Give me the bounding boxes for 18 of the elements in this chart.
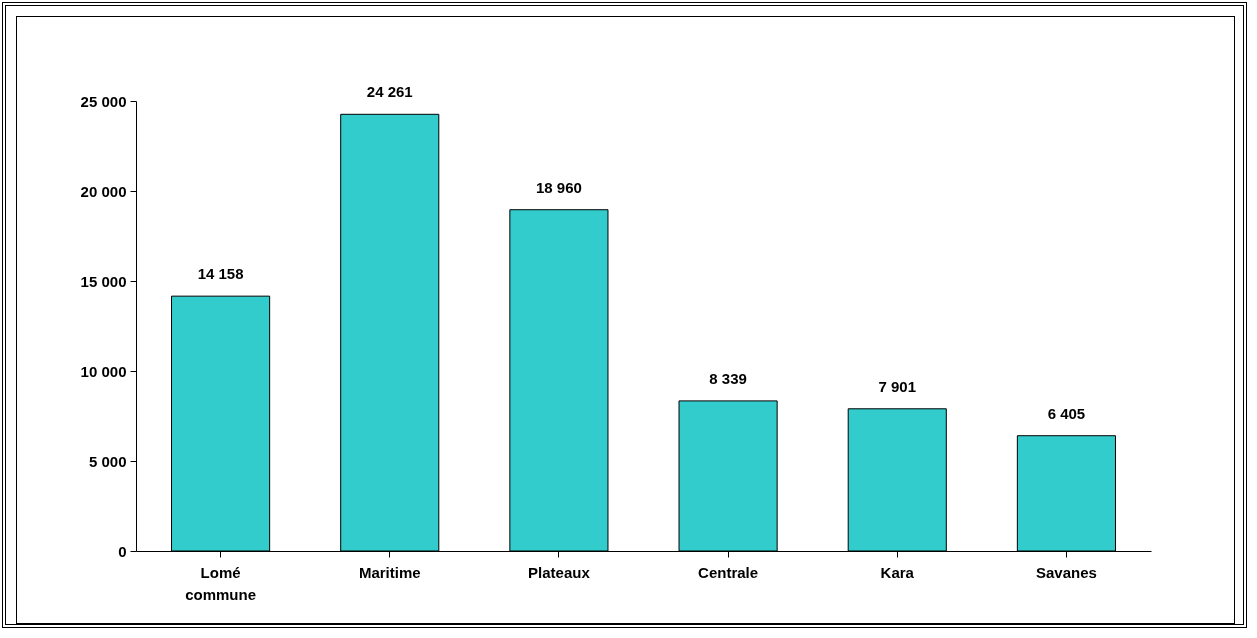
x-tick-label: Plateaux — [528, 563, 591, 581]
y-tick-label: 10 000 — [80, 362, 127, 380]
x-tick-label: Centrale — [698, 563, 759, 581]
x-tick-label: Savanes — [1035, 563, 1097, 581]
x-tick-label: Kara — [880, 563, 915, 581]
y-tick-label: 5 000 — [88, 452, 127, 470]
data-label: 24 261 — [366, 83, 413, 101]
data-label: 6 405 — [1047, 404, 1086, 422]
x-tick-label: Lomé commune — [185, 563, 257, 603]
y-tick-label: 15 000 — [80, 272, 127, 290]
data-label: 18 960 — [535, 178, 582, 196]
x-tick-label: Maritime — [358, 563, 421, 581]
data-label: 7 901 — [878, 377, 917, 395]
y-tick-label: 20 000 — [80, 182, 127, 200]
data-label: 8 339 — [709, 369, 747, 387]
y-tick-label: 25 000 — [80, 92, 127, 110]
data-label: 14 158 — [197, 265, 244, 283]
y-tick-label: 0 — [118, 542, 127, 560]
